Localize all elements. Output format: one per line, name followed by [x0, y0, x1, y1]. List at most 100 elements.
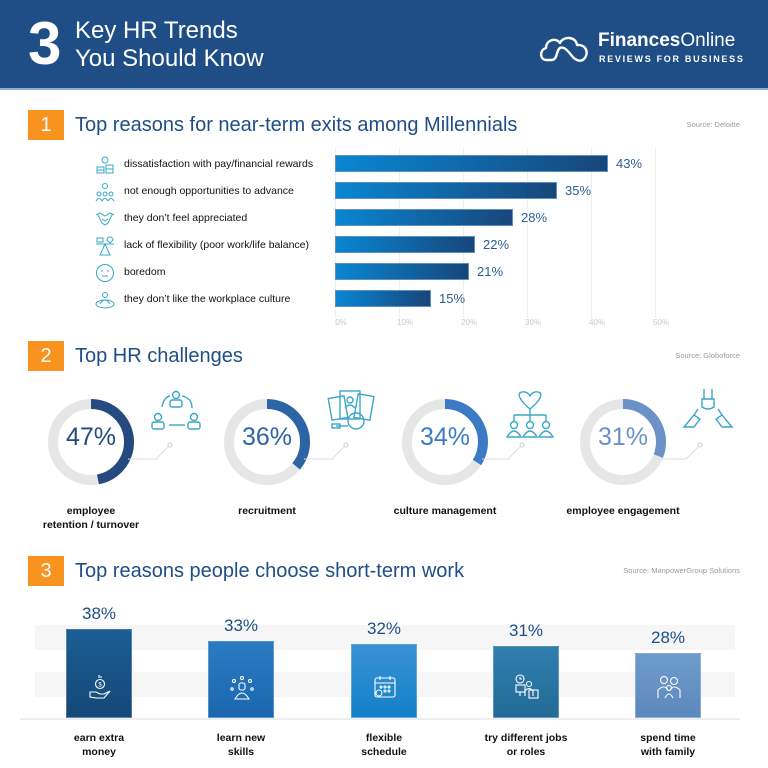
section-2-source: Source: Globoforce [675, 351, 740, 360]
money-stack-icon [96, 156, 114, 174]
bar-label: lack of flexibility (poor work/life bala… [124, 239, 309, 251]
bar-value: 22% [483, 237, 510, 252]
donut-label: recruitment [238, 505, 296, 517]
x-tick: 10% [396, 318, 414, 327]
donut-label: employee retention / turnover [42, 505, 140, 531]
section-2-header: 2 Top HR challenges Source: Globoforce [28, 341, 740, 371]
donut-value: 36% [241, 423, 293, 451]
balance-scale-icon [96, 236, 114, 256]
donut-label: employee engagement [566, 505, 680, 517]
heart-handshake-org-icon [505, 391, 555, 438]
bar-row: they don’t like the workplace culture 15… [95, 290, 715, 309]
donut-ring [580, 399, 666, 485]
gridline [399, 148, 400, 318]
bar-value: 21% [477, 264, 504, 279]
bar-label: they don’t feel appreciated [124, 212, 248, 224]
bar-row: boredom 21% [95, 263, 715, 282]
bar [335, 182, 557, 199]
donut-chart: 47% employee retention / turnover [43, 390, 221, 537]
financesonline-logo[interactable]: FinancesOnline REVIEWS FOR BUSINESS [538, 30, 748, 66]
bar-label: dissatisfaction with pay/financial rewar… [124, 158, 314, 170]
column-bar [493, 646, 559, 718]
donut-ring [48, 399, 134, 485]
calendar-check-icon [374, 676, 396, 698]
bar-row: dissatisfaction with pay/financial rewar… [95, 155, 715, 174]
workplace-person-icon [95, 292, 115, 309]
column-value: 33% [223, 616, 259, 635]
bored-face-icon [96, 264, 114, 282]
section-1-number: 1 [28, 110, 64, 140]
header-title-line2: You Should Know [75, 45, 264, 72]
connector-line [304, 442, 349, 460]
people-cycle-icon [151, 390, 201, 430]
section-3-source: Source: ManpowerGroup Solutions [623, 566, 740, 575]
x-tick: 0% [335, 318, 347, 327]
donut-chart: 34% culture management [394, 391, 575, 537]
column-bar: $ [66, 629, 132, 718]
bar-label: not enough opportunities to advance [124, 185, 294, 197]
bar [335, 155, 608, 172]
bar-value: 15% [439, 291, 466, 306]
cloud-logo-icon [539, 36, 588, 62]
gridline [655, 148, 656, 318]
baseline [20, 718, 740, 720]
connector-line [660, 442, 703, 460]
column-value: 31% [508, 621, 544, 640]
bar-label: they don’t like the workplace culture [124, 293, 291, 305]
section-2-number: 2 [28, 341, 64, 371]
column-bar [351, 644, 417, 718]
section-2-title: Top HR challenges [75, 345, 243, 367]
brand-tagline: REVIEWS FOR BUSINESS [599, 54, 745, 64]
bar-row: not enough opportunities to advance 35% [95, 182, 715, 202]
handshake-icon [95, 212, 115, 226]
connector-line [128, 442, 173, 460]
section-1-header: 1 Top reasons for near-term exits among … [28, 110, 740, 140]
column-label: flexible schedule [361, 732, 407, 758]
donut-value: 47% [65, 423, 117, 451]
gridline [527, 148, 528, 318]
column-label: earn extra money [73, 732, 125, 758]
column-value: 38% [81, 604, 117, 623]
brand-name: FinancesOnline [598, 30, 736, 51]
person-ideas-icon [230, 675, 254, 700]
x-tick: 20% [460, 318, 478, 327]
header-title: Key HR Trends You Should Know [75, 17, 264, 73]
donut-chart: 36% recruitment [222, 390, 397, 537]
header-number: 3 [28, 10, 62, 77]
column-bar [635, 653, 701, 718]
donut-ring [224, 399, 310, 485]
bar [335, 290, 431, 307]
bar [335, 263, 469, 280]
section-1-title: Top reasons for near-term exits among Mi… [75, 114, 518, 136]
bar [335, 209, 513, 226]
gridline [335, 148, 336, 318]
donut-label: culture management [393, 505, 497, 517]
resume-search-icon [327, 390, 375, 430]
section-3-title: Top reasons people choose short-term wor… [75, 560, 465, 582]
family-icon [657, 675, 681, 699]
donut-value: 34% [419, 423, 471, 451]
column-label: spend time with family [640, 732, 696, 758]
section-3-header: 3 Top reasons people choose short-term w… [28, 556, 740, 586]
column-bar [208, 641, 274, 718]
bar-label: boredom [124, 266, 166, 278]
section-1-source: Source: Deloitte [686, 120, 740, 129]
gridline [463, 148, 464, 318]
bar [335, 236, 475, 253]
clock-desk-worker-icon [515, 674, 539, 699]
bar-row: lack of flexibility (poor work/life bala… [95, 236, 715, 256]
team-hands-icon [682, 389, 734, 428]
coin-hand-icon: $ [89, 675, 111, 699]
bar-row: they don’t feel appreciated 28% [95, 209, 715, 227]
header-banner: 3 Key HR Trends You Should Know Finances… [0, 0, 768, 90]
column-label: learn new skills [216, 732, 266, 758]
gridline [591, 148, 592, 318]
donut-ring [402, 399, 488, 485]
x-tick: 30% [524, 318, 542, 327]
column-value: 32% [366, 619, 402, 638]
bar-value: 43% [616, 156, 643, 171]
x-tick: 40% [588, 318, 606, 327]
svg-text:$: $ [98, 683, 102, 689]
section-3-number: 3 [28, 556, 64, 586]
donut-value: 31% [597, 423, 649, 451]
